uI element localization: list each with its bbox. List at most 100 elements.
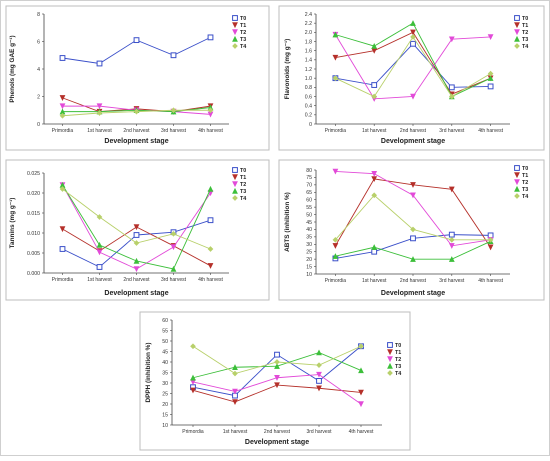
legend-label-T4: T4 <box>522 194 528 200</box>
x-tick-label: 3rd harvest <box>161 277 187 283</box>
y-tick-label: 0.2 <box>305 113 312 119</box>
legend-label-T3: T3 <box>240 37 246 43</box>
data-point-T0 <box>448 84 455 91</box>
y-tick-label: 30 <box>162 381 168 387</box>
data-point-T2 <box>371 171 378 177</box>
data-point-T0 <box>96 60 103 67</box>
y-tick-label: 60 <box>306 198 312 204</box>
data-point-T4 <box>448 93 455 100</box>
data-point-T4 <box>59 186 66 192</box>
data-point-T4 <box>332 75 339 81</box>
legend-label-T2: T2 <box>240 182 246 188</box>
y-tick-label: 25 <box>162 391 168 397</box>
y-tick-label: 1.2 <box>305 67 312 73</box>
x-tick-label: Primordia <box>52 128 74 134</box>
data-point-T4 <box>96 110 103 116</box>
y-tick-label: 0.6 <box>305 94 312 100</box>
x-tick-label: 4th harvest <box>198 128 223 134</box>
data-point-T0 <box>170 52 177 59</box>
legend-marker-T1 <box>387 349 393 356</box>
legend-marker-T1 <box>514 22 520 29</box>
legend-label-T2: T2 <box>395 357 401 363</box>
data-point-T1 <box>59 226 66 233</box>
y-tick-label: 2.0 <box>305 30 312 36</box>
legend-marker-T3 <box>514 35 520 42</box>
y-tick-label: 2.4 <box>305 12 312 18</box>
legend-marker-T4 <box>232 195 238 201</box>
x-tick-label: 3rd harvest <box>439 128 465 134</box>
data-point-T3 <box>487 75 494 81</box>
legend-label-T1: T1 <box>522 173 528 179</box>
data-point-T0 <box>410 40 416 47</box>
y-tick-label: 40 <box>306 227 312 233</box>
y-tick-label: 50 <box>306 212 312 218</box>
data-point-T2 <box>358 401 364 408</box>
data-point-T4 <box>487 70 494 77</box>
data-point-T0 <box>59 246 66 252</box>
legend-marker-T3 <box>387 362 393 369</box>
y-tick-label: 4 <box>37 67 40 73</box>
y-tick-label: 10 <box>162 423 168 429</box>
chart-frame-phenols <box>5 5 270 151</box>
data-point-T3 <box>170 265 177 272</box>
chart-frame-dpph <box>139 311 411 451</box>
data-point-T3 <box>190 374 196 381</box>
data-point-T0 <box>487 83 494 90</box>
y-tick-label: 15 <box>306 264 312 270</box>
data-point-T3 <box>410 20 416 26</box>
x-tick-label: 1st harvest <box>362 278 387 284</box>
legend-label-T2: T2 <box>240 30 246 36</box>
data-point-T4 <box>410 226 416 233</box>
data-point-T2 <box>170 244 177 251</box>
data-point-T4 <box>410 34 416 40</box>
y-tick-label: 2.2 <box>305 21 312 27</box>
y-tick-label: 45 <box>306 220 312 226</box>
y-tick-label: 45 <box>162 349 168 355</box>
data-point-T2 <box>448 36 455 43</box>
y-tick-label: 55 <box>306 205 312 211</box>
legend-label-T0: T0 <box>240 16 246 22</box>
data-point-T4 <box>316 362 322 368</box>
data-point-T3 <box>274 363 280 369</box>
y-tick-label: 30 <box>306 242 312 248</box>
data-point-T2 <box>487 34 494 40</box>
legend-label-T4: T4 <box>240 196 246 202</box>
y-tick-label: 20 <box>162 402 168 408</box>
x-tick-label: 1st harvest <box>223 429 248 435</box>
x-tick-label: 3rd harvest <box>439 278 465 284</box>
data-point-T1 <box>487 244 494 251</box>
y-tick-label: 0.020 <box>27 191 40 197</box>
x-tick-label: 1st harvest <box>362 128 387 134</box>
legend-label-T4: T4 <box>395 371 401 377</box>
data-point-T3 <box>96 241 103 248</box>
legend-label-T0: T0 <box>522 16 528 22</box>
data-point-T1 <box>316 385 322 392</box>
legend-label-T1: T1 <box>240 175 246 181</box>
data-point-T4 <box>371 93 378 100</box>
data-point-T3 <box>232 364 238 370</box>
data-point-T1 <box>410 29 416 36</box>
data-point-T4 <box>59 112 66 119</box>
data-point-T0 <box>96 264 103 270</box>
y-tick-label: 20 <box>306 257 312 263</box>
data-point-T1 <box>410 182 416 188</box>
legend-marker-T1 <box>514 172 520 179</box>
y-axis-title: Flavonoids (mg g⁻¹) <box>284 39 291 100</box>
y-tick-label: 80 <box>306 168 312 174</box>
data-point-T3 <box>207 185 214 192</box>
x-axis-title: Development stage <box>381 138 445 145</box>
data-point-T4 <box>133 240 140 246</box>
x-tick-label: 3rd harvest <box>306 429 332 435</box>
y-tick-label: 55 <box>162 328 168 334</box>
x-tick-label: Primordia <box>325 278 347 284</box>
legend-marker-T4 <box>514 43 520 49</box>
y-tick-label: 60 <box>162 318 168 324</box>
data-point-T3 <box>332 253 339 259</box>
data-point-T4 <box>448 237 455 243</box>
legend-marker-T0 <box>232 167 238 173</box>
legend-label-T4: T4 <box>240 44 246 50</box>
data-point-T2 <box>410 192 416 199</box>
data-point-T1 <box>190 387 196 394</box>
